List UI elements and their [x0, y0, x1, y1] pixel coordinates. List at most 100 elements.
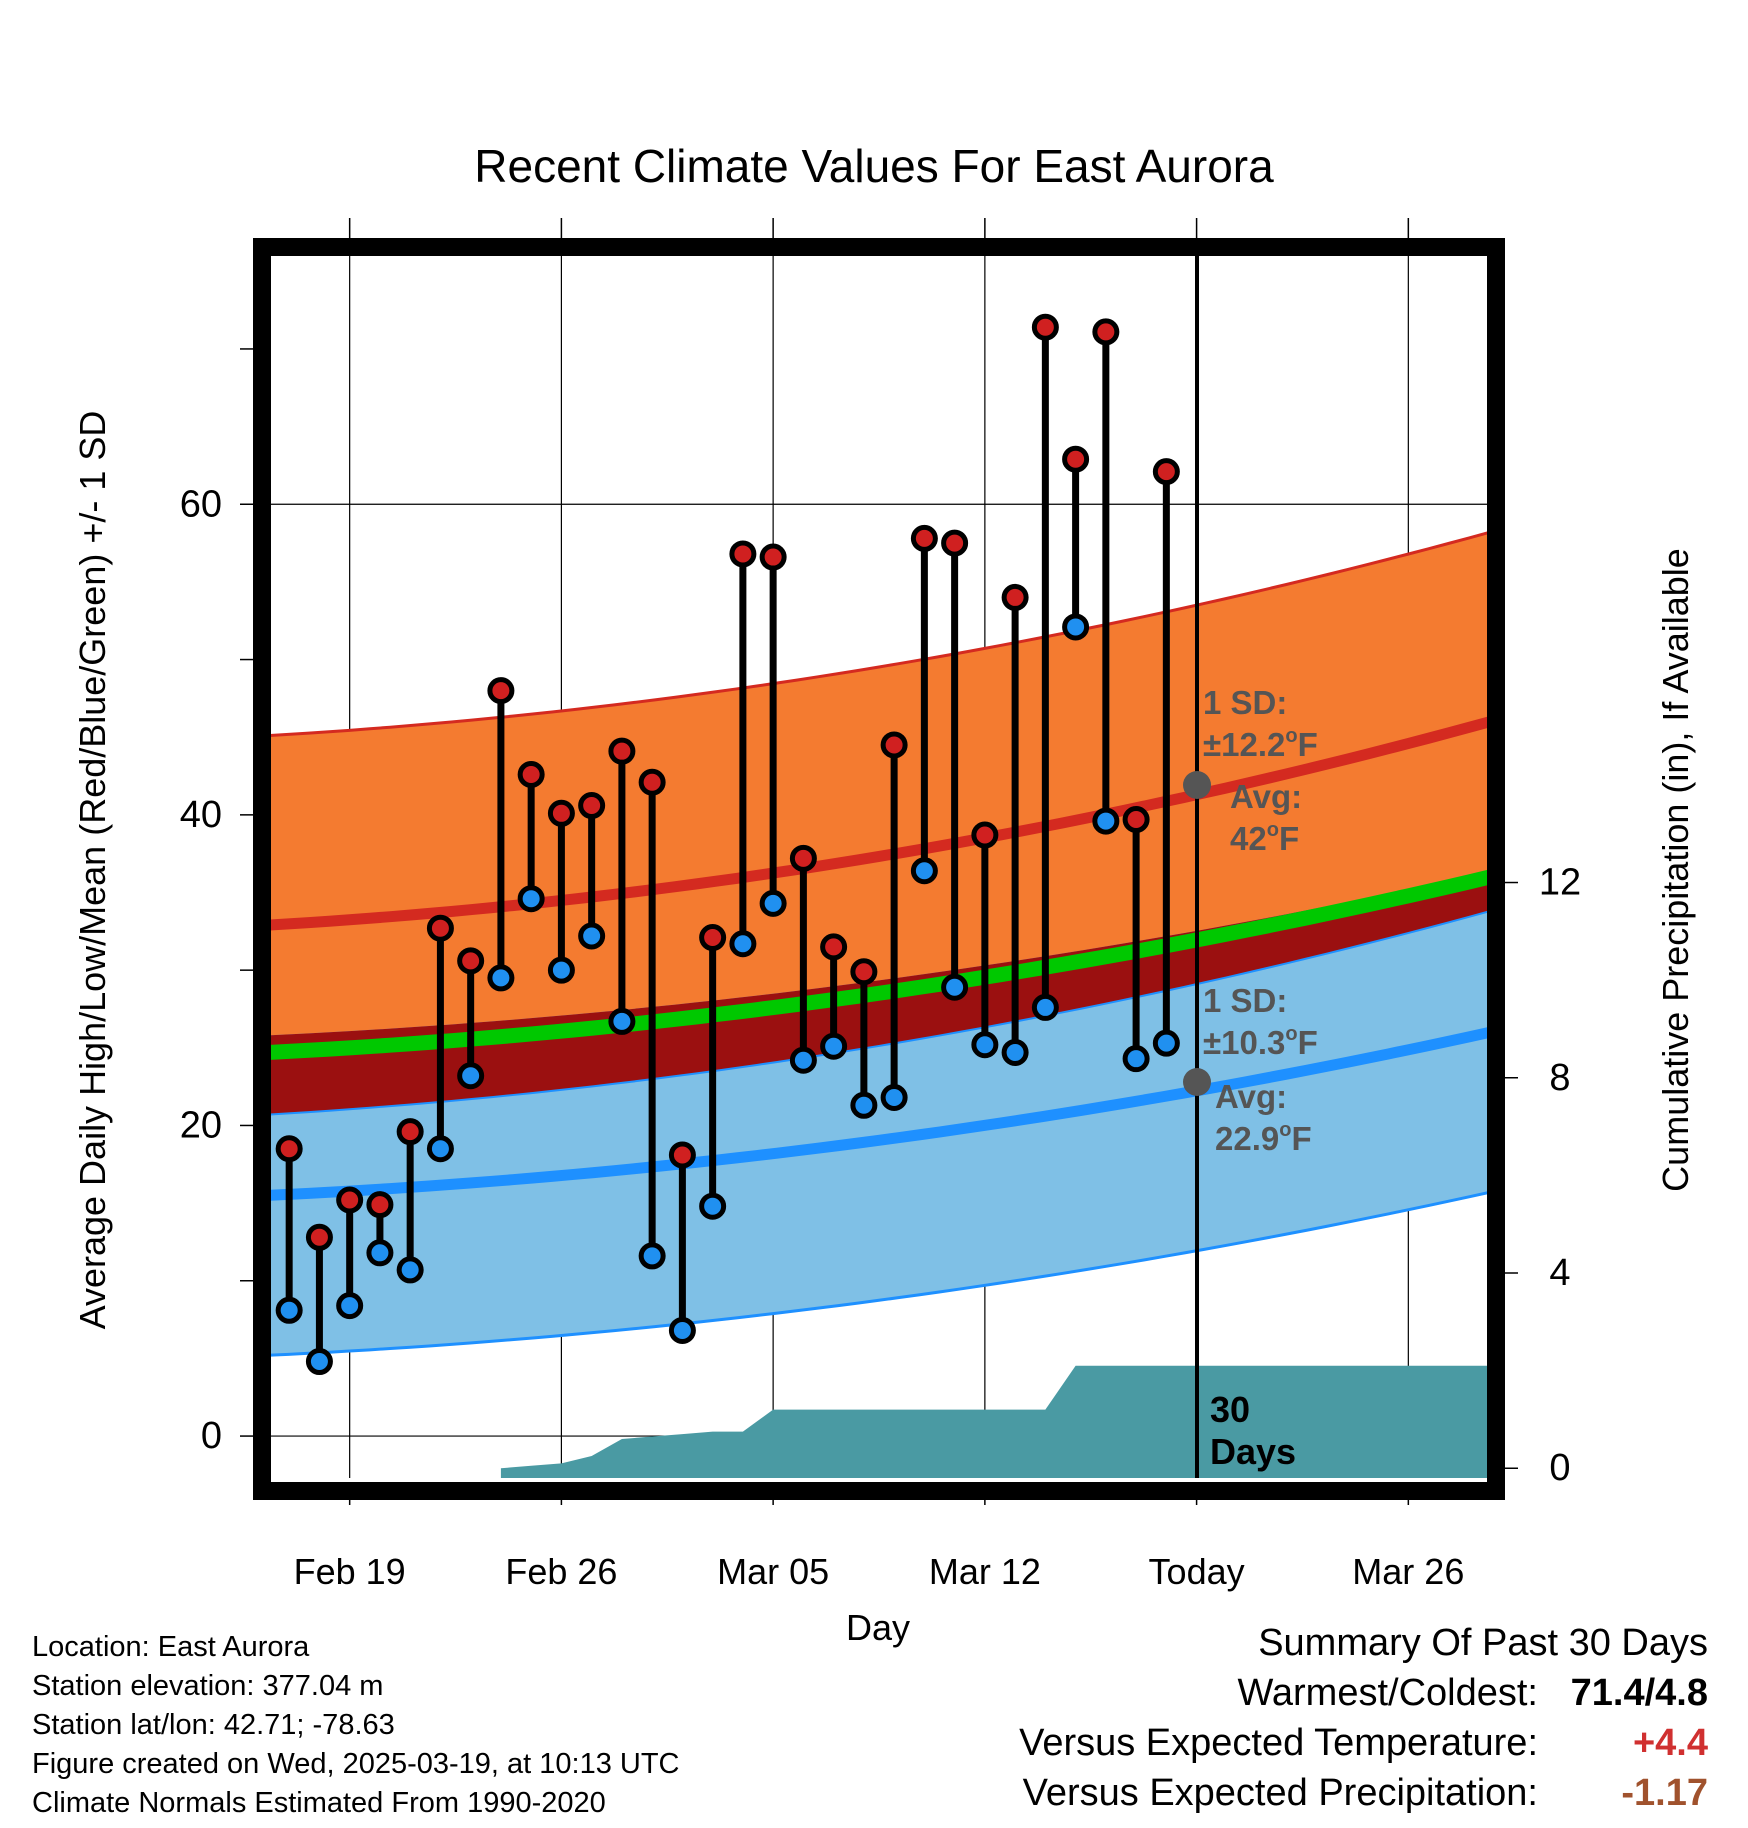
- normals-period: Climate Normals Estimated From 1990-2020: [32, 1787, 606, 1819]
- daily-low-point: [1001, 1038, 1029, 1066]
- normal-low-line: [268, 1026, 1490, 1201]
- station-elevation: Station elevation: 377.04 m: [32, 1670, 384, 1702]
- high-upper-sd-line: [268, 530, 1490, 738]
- daily-low-point: [366, 1239, 394, 1267]
- y2-tick-label: 8: [1549, 1057, 1570, 1099]
- summary-panel: Summary Of Past 30 Days Warmest/Coldest:…: [1019, 1618, 1708, 1818]
- daily-high-point: [759, 543, 787, 571]
- low-lower-sd-line: [268, 1190, 1490, 1357]
- daily-low-point: [699, 1192, 727, 1220]
- normal-high-line: [268, 716, 1490, 931]
- low-sd-band: [268, 872, 1490, 1356]
- daily-low-point: [517, 885, 545, 913]
- y2-axis-label: Cumulative Precipitation (in), If Availa…: [1655, 548, 1696, 1192]
- daily-high-point: [880, 731, 908, 759]
- daily-low-point: [971, 1031, 999, 1059]
- chart-title: Recent Climate Values For East Aurora: [474, 140, 1274, 192]
- station-location: Location: East Aurora: [32, 1631, 310, 1663]
- y-tick-label: 40: [180, 794, 222, 836]
- daily-high-point: [1031, 313, 1059, 341]
- daily-low-point: [638, 1242, 666, 1270]
- daily-high-point: [426, 914, 454, 942]
- daily-high-point: [336, 1186, 364, 1214]
- daily-high-point: [608, 737, 636, 765]
- daily-low-point: [487, 964, 515, 992]
- daily-low-point: [1062, 613, 1090, 641]
- low-sd-label: 1 SD:: [1203, 982, 1287, 1019]
- days-label-unit: Days: [1210, 1431, 1296, 1472]
- station-info: Location: East Aurora Station elevation:…: [32, 1628, 680, 1823]
- daily-high-point: [1122, 806, 1150, 834]
- daily-low-point: [336, 1292, 364, 1320]
- daily-high-point: [820, 933, 848, 961]
- y2-tick-label: 4: [1549, 1252, 1570, 1294]
- high-avg-value: 42oF: [1230, 819, 1299, 857]
- y-tick-label: 60: [180, 483, 222, 525]
- today-high-normal-marker: [1183, 771, 1211, 799]
- daily-low-point: [547, 956, 575, 984]
- x-tick-label: Mar 05: [717, 1551, 829, 1592]
- x-tick-label: Feb 26: [505, 1551, 617, 1592]
- band-boundary-line: [268, 910, 1490, 1116]
- daily-low-point: [305, 1348, 333, 1376]
- high-sd-label: 1 SD:: [1203, 684, 1287, 721]
- daily-low-point: [457, 1062, 485, 1090]
- daily-high-point: [487, 677, 515, 705]
- daily-low-point: [820, 1032, 848, 1060]
- daily-low-point: [789, 1046, 817, 1074]
- summary-temperature: Versus Expected Temperature: +4.4: [1019, 1718, 1708, 1768]
- x-tick-label: Mar 12: [929, 1551, 1041, 1592]
- summary-precipitation: Versus Expected Precipitation: -1.17: [1019, 1768, 1708, 1818]
- station-latlon: Station lat/lon: 42.71; -78.63: [32, 1709, 395, 1741]
- daily-high-point: [910, 524, 938, 552]
- daily-low-point: [1092, 807, 1120, 835]
- daily-low-point: [729, 930, 757, 958]
- axes: Feb 19 Feb 26 Mar 05 Mar 12 Today Mar 2602040…: [180, 218, 1581, 1592]
- high-sd-value: ±12.2oF: [1203, 725, 1318, 763]
- low-normal-annotation: 1 SD: ±10.3oF Avg: 22.9oF: [1183, 982, 1318, 1157]
- daily-high-point: [305, 1223, 333, 1251]
- temp-value: +4.4: [1632, 1722, 1708, 1764]
- daily-high-point: [850, 958, 878, 986]
- daily-low-point: [668, 1316, 696, 1344]
- daily-low-point: [759, 889, 787, 917]
- daily-low-point: [880, 1084, 908, 1112]
- precip-area: [500, 1365, 1490, 1478]
- daily-high-point: [1001, 583, 1029, 611]
- daily-low-point: [850, 1091, 878, 1119]
- daily-high-point: [699, 924, 727, 952]
- warm-cold-label: Warmest/Coldest:: [1237, 1672, 1538, 1714]
- summary-heading: Summary Of Past 30 Days: [1258, 1622, 1708, 1664]
- daily-high-point: [366, 1191, 394, 1219]
- daily-high-point: [1062, 445, 1090, 473]
- high-normal-annotation: 1 SD: ±12.2oF Avg: 42oF: [1183, 684, 1318, 857]
- daily-high-point: [578, 792, 606, 820]
- x-tick-label: Feb 19: [294, 1551, 406, 1592]
- daily-low-point: [608, 1007, 636, 1035]
- daily-high-point: [517, 760, 545, 788]
- y2-tick-label: 12: [1539, 862, 1581, 904]
- daily-high-point: [668, 1141, 696, 1169]
- daily-observations: [275, 313, 1180, 1376]
- daily-low-point: [396, 1256, 424, 1284]
- daily-high-point: [275, 1135, 303, 1163]
- daily-low-point: [910, 857, 938, 885]
- precip-value: -1.17: [1621, 1772, 1708, 1814]
- daily-high-point: [547, 799, 575, 827]
- daily-high-point: [396, 1118, 424, 1146]
- temp-label: Versus Expected Temperature:: [1019, 1722, 1538, 1764]
- low-sd-value: ±10.3oF: [1203, 1023, 1318, 1061]
- daily-high-point: [789, 844, 817, 872]
- precip-area-fill: [500, 1365, 1490, 1478]
- x-tick-label: Mar 26: [1352, 1551, 1464, 1592]
- daily-low-point: [941, 973, 969, 1001]
- daily-high-point: [638, 768, 666, 796]
- daily-high-point: [729, 540, 757, 568]
- figure-created: Figure created on Wed, 2025-03-19, at 10…: [32, 1748, 680, 1780]
- days-label-number: 30: [1210, 1389, 1250, 1430]
- y-tick-label: 20: [180, 1104, 222, 1146]
- high-avg-label: Avg:: [1230, 778, 1302, 815]
- daily-low-point: [1122, 1045, 1150, 1073]
- today-low-normal-marker: [1183, 1068, 1211, 1096]
